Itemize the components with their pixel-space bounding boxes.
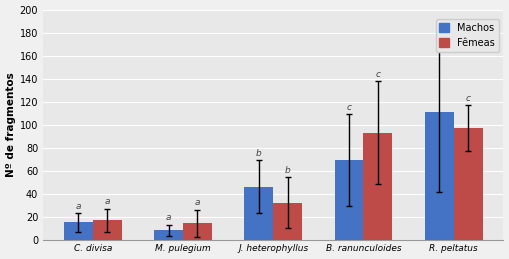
Bar xyxy=(363,133,392,240)
Text: a: a xyxy=(104,197,110,206)
Text: b: b xyxy=(256,149,262,158)
Text: c: c xyxy=(466,94,471,103)
Bar xyxy=(64,222,93,240)
Text: c: c xyxy=(376,70,380,78)
Bar xyxy=(154,231,183,240)
Text: c: c xyxy=(437,20,442,29)
Bar xyxy=(244,187,273,240)
Text: b: b xyxy=(285,166,291,175)
Bar xyxy=(183,224,212,240)
Bar xyxy=(425,112,454,240)
Y-axis label: Nº de fragmentos: Nº de fragmentos xyxy=(6,72,16,177)
Bar xyxy=(93,220,122,240)
Text: c: c xyxy=(347,103,352,112)
Bar xyxy=(273,203,302,240)
Text: a: a xyxy=(76,202,81,211)
Text: a: a xyxy=(166,213,172,222)
Bar xyxy=(334,160,363,240)
Bar xyxy=(454,128,483,240)
Text: a: a xyxy=(195,198,200,207)
Legend: Machos, Fêmeas: Machos, Fêmeas xyxy=(436,19,499,52)
